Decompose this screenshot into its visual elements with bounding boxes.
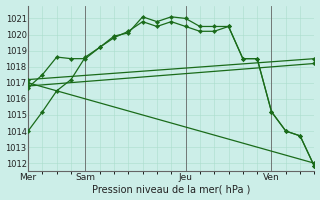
- X-axis label: Pression niveau de la mer( hPa ): Pression niveau de la mer( hPa ): [92, 184, 251, 194]
